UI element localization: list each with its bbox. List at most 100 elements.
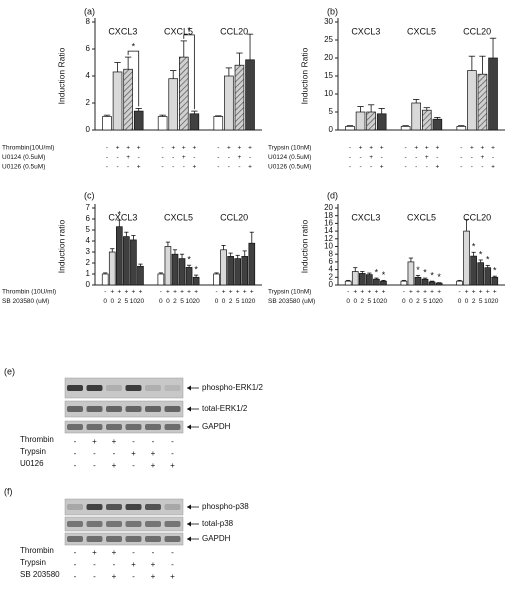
condition-sign: - — [152, 548, 155, 557]
condition-sign: + — [92, 548, 97, 557]
y-tick-label: 0 — [329, 125, 334, 134]
condition-sign: + — [369, 154, 373, 161]
category-label: CXCL3 — [108, 26, 137, 36]
condition-sign: - — [172, 154, 174, 161]
condition-sign: 0 — [346, 298, 350, 305]
condition-sign: + — [171, 145, 175, 152]
blot-band — [67, 406, 83, 412]
bar — [123, 236, 130, 286]
condition-sign: - — [74, 437, 77, 446]
condition-sign: 0 — [458, 298, 462, 305]
condition-sign: - — [171, 560, 174, 569]
condition-sign: + — [194, 289, 198, 296]
blot-band — [106, 424, 122, 430]
y-tick-label: 4 — [86, 71, 91, 80]
condition-sign: 20 — [491, 298, 499, 305]
condition-sign: + — [180, 289, 184, 296]
significance-star: * — [187, 255, 191, 265]
condition-sign: + — [481, 145, 485, 152]
bar — [432, 118, 443, 131]
bar — [467, 70, 477, 131]
condition-sign: - — [349, 145, 351, 152]
condition-label: Thrombin — [20, 435, 54, 444]
condition-sign: + — [360, 289, 364, 296]
bar — [112, 71, 123, 131]
blot-strip — [64, 516, 184, 532]
condition-sign: + — [238, 154, 242, 161]
condition-sign: - — [370, 164, 372, 171]
blot-band — [106, 521, 122, 527]
blot-band — [125, 406, 142, 412]
bar — [137, 265, 144, 286]
blot-band — [86, 536, 103, 542]
bar — [164, 246, 172, 286]
category-label: CXCL3 — [108, 212, 137, 222]
y-tick-label: 8 — [329, 249, 334, 258]
condition-sign: - — [193, 154, 195, 161]
condition-sign: - — [138, 154, 140, 161]
condition-sign: 2 — [229, 298, 233, 305]
condition-sign: - — [436, 154, 438, 161]
condition-sign: + — [425, 145, 429, 152]
condition-sign: - — [93, 461, 96, 470]
arrow-head — [187, 521, 191, 527]
arrow-head — [187, 504, 191, 510]
significance-star: * — [479, 249, 483, 259]
condition-sign: - — [172, 164, 174, 171]
y-tick-label: 25 — [324, 35, 333, 44]
bar — [380, 280, 387, 286]
bar — [373, 278, 380, 286]
y-tick-label: 10 — [324, 242, 333, 251]
blot-band — [125, 536, 142, 542]
y-tick-label: 5 — [329, 107, 334, 116]
condition-sign: - — [132, 548, 135, 557]
blot-band — [125, 521, 142, 527]
y-tick-label: 0 — [329, 280, 334, 289]
condition-sign: - — [171, 437, 174, 446]
condition-sign: + — [380, 164, 384, 171]
y-tick-label: 6 — [329, 257, 334, 266]
condition-sign: 10 — [373, 298, 381, 305]
condition-sign: + — [353, 289, 357, 296]
condition-sign: - — [93, 560, 96, 569]
significance-star: * — [194, 264, 198, 274]
bar — [344, 280, 352, 286]
condition-sign: 0 — [353, 298, 357, 305]
condition-sign: + — [151, 461, 156, 470]
bar — [102, 116, 112, 131]
condition-sign: + — [238, 145, 242, 152]
condition-sign: - — [405, 154, 407, 161]
condition-sign: - — [116, 154, 118, 161]
condition-sign: - — [74, 560, 77, 569]
bar — [400, 126, 411, 131]
condition-sign: - — [460, 164, 462, 171]
band-label: total-p38 — [202, 519, 234, 528]
y-axis-title: Induction ratio — [299, 220, 309, 274]
category-label: CXCL3 — [351, 212, 380, 222]
blot-band — [67, 504, 83, 510]
condition-sign: + — [248, 145, 252, 152]
condition-sign: + — [470, 145, 474, 152]
blot-band — [86, 385, 103, 391]
bar — [192, 276, 200, 286]
condition-sign: + — [382, 289, 386, 296]
condition-sign: - — [132, 572, 135, 581]
significance-star: * — [382, 270, 386, 280]
y-tick-label: 0 — [86, 280, 91, 289]
blot-band — [67, 424, 83, 430]
condition-sign: - — [162, 154, 164, 161]
y-axis-title: Induction Ratio — [299, 47, 309, 104]
bar — [407, 261, 415, 286]
condition-sign: - — [113, 560, 116, 569]
significance-star: * — [437, 272, 441, 282]
blot-band — [86, 504, 103, 510]
condition-sign: 20 — [248, 298, 256, 305]
condition-sign: + — [435, 145, 439, 152]
category-label: CCL20 — [220, 26, 248, 36]
condition-sign: - — [471, 154, 473, 161]
bar — [414, 276, 422, 286]
condition-sign: - — [74, 449, 77, 458]
condition-sign: + — [227, 145, 231, 152]
condition-sign: - — [162, 145, 164, 152]
condition-sign: - — [249, 154, 251, 161]
